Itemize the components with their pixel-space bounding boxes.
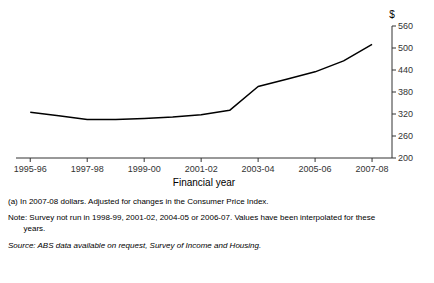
annotation: Source: ABS data available on request, S…: [8, 241, 261, 250]
x-tick-label: 1997-98: [71, 164, 104, 174]
y-tick: [392, 26, 396, 27]
x-tick-label: 1995-96: [14, 164, 47, 174]
plot-area: [30, 44, 372, 119]
y-tick: [392, 70, 396, 71]
x-tick-label: 2007-08: [356, 164, 389, 174]
y-tick: [392, 136, 396, 137]
x-tick: [87, 158, 88, 162]
y-tick-label: 200: [398, 153, 413, 163]
y-tick: [392, 92, 396, 93]
y-tick-label: 560: [398, 21, 413, 31]
y-tick: [392, 158, 396, 159]
annotation: Note: Survey not run in 1998-99, 2001-02…: [8, 213, 376, 222]
x-tick-label: 1999-00: [128, 164, 161, 174]
x-tick: [372, 158, 373, 162]
x-tick-label: 2003-04: [242, 164, 275, 174]
x-tick: [30, 158, 31, 162]
y-tick: [392, 48, 396, 49]
annotation: (a) In 2007-08 dollars. Adjusted for cha…: [8, 197, 269, 206]
x-axis-label: Financial year: [173, 177, 236, 188]
data-line: [30, 44, 372, 119]
y-tick-label: 500: [398, 43, 413, 53]
y-tick-label: 260: [398, 131, 413, 141]
y-tick-label: 380: [398, 87, 413, 97]
x-tick-label: 2001-02: [185, 164, 218, 174]
x-tick: [258, 158, 259, 162]
y-tick-label: 440: [398, 65, 413, 75]
x-tick: [315, 158, 316, 162]
x-tick: [144, 158, 145, 162]
annotation: years.: [8, 224, 45, 233]
x-tick: [201, 158, 202, 162]
y-tick-label: 320: [398, 109, 413, 119]
y-axis-label: $: [389, 9, 395, 20]
x-tick-label: 2005-06: [299, 164, 332, 174]
chart: 200 260 320 380 440 500 560$1995-96 1997-98 1999…: [0, 0, 434, 283]
y-tick: [392, 114, 396, 115]
x-axis-line: [16, 158, 392, 159]
